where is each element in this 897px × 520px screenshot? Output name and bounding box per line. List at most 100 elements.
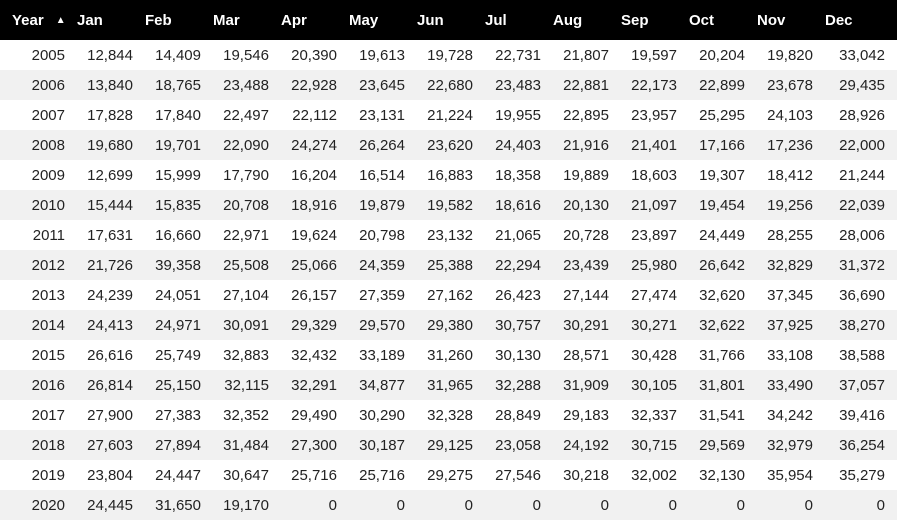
column-header-feb[interactable]: Feb — [145, 0, 213, 40]
table-row: 2014 24,413 24,971 30,091 29,329 29,570 29,380… — [0, 310, 897, 340]
value-cell: 13,840 — [87, 76, 133, 94]
value-cell: 24,449 — [699, 226, 745, 244]
column-header-label: Oct — [689, 11, 715, 29]
value-cell: 35,279 — [839, 466, 885, 484]
value-cell: 29,490 — [291, 406, 337, 424]
value-cell: 12,844 — [87, 46, 133, 64]
column-header-label: Year — [12, 11, 44, 29]
column-header-year[interactable]: Year ▲ — [0, 0, 77, 40]
value-cell: 31,260 — [427, 346, 473, 364]
value-cell: 32,352 — [223, 406, 269, 424]
value-cell: 18,603 — [631, 166, 677, 184]
value-cell: 31,909 — [563, 376, 609, 394]
value-cell: 26,423 — [495, 286, 541, 304]
value-cell: 29,380 — [427, 316, 473, 334]
value-cell: 25,980 — [631, 256, 677, 274]
column-header-may[interactable]: May — [349, 0, 417, 40]
value-cell: 32,622 — [699, 316, 745, 334]
year-cell: 2010 — [31, 196, 65, 214]
value-cell: 22,039 — [839, 196, 885, 214]
value-cell: 31,766 — [699, 346, 745, 364]
value-cell: 29,570 — [359, 316, 405, 334]
value-cell: 19,879 — [359, 196, 405, 214]
value-cell: 21,807 — [563, 46, 609, 64]
table-row: 2007 17,828 17,840 22,497 22,112 23,131 21,224… — [0, 100, 897, 130]
value-cell: 15,835 — [155, 196, 201, 214]
value-cell: 20,798 — [359, 226, 405, 244]
table-row: 2018 27,603 27,894 31,484 27,300 30,187 29,125… — [0, 430, 897, 460]
value-cell: 20,728 — [563, 226, 609, 244]
value-cell: 30,105 — [631, 376, 677, 394]
table-row: 2013 24,239 24,051 27,104 26,157 27,359 27,162… — [0, 280, 897, 310]
value-cell: 32,829 — [767, 256, 813, 274]
value-cell: 18,412 — [767, 166, 813, 184]
value-cell: 24,413 — [87, 316, 133, 334]
column-header-aug[interactable]: Aug — [553, 0, 621, 40]
value-cell: 0 — [668, 496, 677, 514]
column-header-nov[interactable]: Nov — [757, 0, 825, 40]
value-cell: 30,647 — [223, 466, 269, 484]
value-cell: 17,790 — [223, 166, 269, 184]
table-row: 2012 21,726 39,358 25,508 25,066 24,359 25,388… — [0, 250, 897, 280]
column-header-sep[interactable]: Sep — [621, 0, 689, 40]
year-cell: 2006 — [31, 76, 65, 94]
value-cell: 26,616 — [87, 346, 133, 364]
value-cell: 19,955 — [495, 106, 541, 124]
value-cell: 24,359 — [359, 256, 405, 274]
year-cell: 2008 — [31, 136, 65, 154]
year-cell: 2005 — [31, 46, 65, 64]
value-cell: 29,569 — [699, 436, 745, 454]
value-cell: 28,571 — [563, 346, 609, 364]
value-cell: 32,291 — [291, 376, 337, 394]
value-cell: 19,728 — [427, 46, 473, 64]
column-header-dec[interactable]: Dec — [825, 0, 897, 40]
value-cell: 31,801 — [699, 376, 745, 394]
year-cell: 2018 — [31, 436, 65, 454]
table-row: 2008 19,680 19,701 22,090 24,274 26,264 23,620… — [0, 130, 897, 160]
value-cell: 16,204 — [291, 166, 337, 184]
column-header-jun[interactable]: Jun — [417, 0, 485, 40]
year-cell: 2013 — [31, 286, 65, 304]
value-cell: 23,957 — [631, 106, 677, 124]
value-cell: 22,731 — [495, 46, 541, 64]
value-cell: 22,173 — [631, 76, 677, 94]
value-cell: 38,588 — [839, 346, 885, 364]
column-header-label: Dec — [825, 11, 853, 29]
value-cell: 18,765 — [155, 76, 201, 94]
value-cell: 23,483 — [495, 76, 541, 94]
value-cell: 23,678 — [767, 76, 813, 94]
value-cell: 27,603 — [87, 436, 133, 454]
value-cell: 14,409 — [155, 46, 201, 64]
column-header-label: Sep — [621, 11, 649, 29]
value-cell: 0 — [328, 496, 337, 514]
value-cell: 35,954 — [767, 466, 813, 484]
table-body: 2005 12,844 14,409 19,546 20,390 19,613 19,728… — [0, 40, 897, 520]
value-cell: 32,115 — [224, 376, 269, 394]
sort-ascending-icon: ▲ — [55, 14, 66, 26]
column-header-label: Jun — [417, 11, 444, 29]
column-header-jan[interactable]: Jan — [77, 0, 145, 40]
column-header-oct[interactable]: Oct — [689, 0, 757, 40]
value-cell: 19,170 — [223, 496, 269, 514]
value-cell: 27,900 — [87, 406, 133, 424]
value-cell: 0 — [736, 496, 745, 514]
table-row: 2019 23,804 24,447 30,647 25,716 25,716 29,275… — [0, 460, 897, 490]
value-cell: 32,002 — [631, 466, 677, 484]
column-header-label: Aug — [553, 11, 583, 29]
value-cell: 27,546 — [495, 466, 541, 484]
column-header-mar[interactable]: Mar — [213, 0, 281, 40]
value-cell: 20,708 — [223, 196, 269, 214]
value-cell: 23,439 — [563, 256, 609, 274]
value-cell: 19,889 — [563, 166, 609, 184]
year-cell: 2016 — [31, 376, 65, 394]
value-cell: 31,650 — [155, 496, 201, 514]
value-cell: 30,218 — [563, 466, 609, 484]
value-cell: 21,916 — [563, 136, 609, 154]
value-cell: 22,928 — [291, 76, 337, 94]
value-cell: 17,631 — [87, 226, 133, 244]
value-cell: 29,435 — [839, 76, 885, 94]
value-cell: 22,294 — [495, 256, 541, 274]
value-cell: 25,066 — [291, 256, 337, 274]
column-header-jul[interactable]: Jul — [485, 0, 553, 40]
column-header-apr[interactable]: Apr — [281, 0, 349, 40]
